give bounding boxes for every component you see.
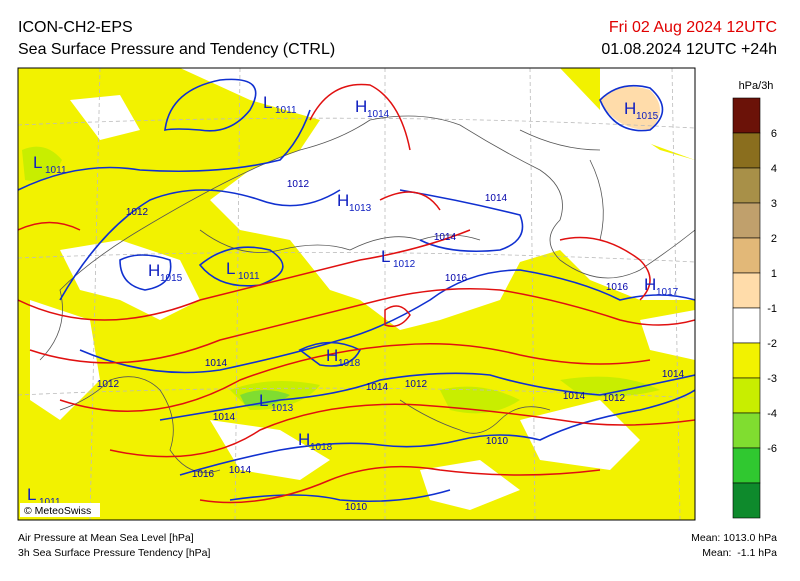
isobars [18,78,695,503]
colorbar-unit: hPa/3h [739,80,774,92]
isobar-label: 1016 [445,273,468,284]
tendency-contours [18,83,695,504]
isobar-label: 1012 [603,393,626,404]
isobar-label: 1016 [606,282,629,293]
colorbar-label: -2 [767,338,777,350]
center-pressure: 1011 [45,165,67,176]
center-pressure: 1018 [338,358,361,369]
center-letter: H [326,346,338,365]
center-letter: H [624,99,636,118]
isobar-labels: 1012 1012 1014 1014 1016 1016 1014 1014 1012 1012… [97,179,685,513]
colorbar-box [732,272,761,309]
colorbar-box [732,412,761,449]
footer-line: 3h Sea Surface Pressure Tendency [hPa] [18,547,211,559]
center-pressure: 1011 [238,271,260,282]
colorbar-box [732,307,761,344]
isobar-label: 1014 [205,358,228,369]
isobar-label: 1014 [485,193,508,204]
center-letter: L [27,485,36,504]
colorbar-box [732,167,761,204]
colorbar-label: 2 [771,233,777,245]
strong-fall-area [240,390,290,407]
colorbar-box [732,447,761,484]
center-pressure: 1013 [271,403,294,414]
colorbar-box [732,377,761,414]
copyright: © MeteoSwiss [24,505,91,517]
isobar-label: 1012 [97,379,120,390]
isobar-label: 1010 [486,436,509,447]
map-frame [17,67,696,521]
center-pressure: 1011 [275,105,297,116]
colorbar-box [732,132,761,169]
center-pressure: 1012 [393,259,416,270]
center-pressure: 1011 [39,497,61,508]
map-title: Sea Surface Pressure and Tendency (CTRL) [18,41,335,58]
center-letter: H [337,191,349,210]
isobar-label: 1010 [345,502,368,513]
colorbar-box [732,342,761,379]
isobar-label: 1014 [366,382,389,393]
colorbar-label: -4 [767,408,777,420]
center-letter: L [226,259,235,278]
center-letter: L [263,93,272,112]
isobar-label: 1014 [563,391,586,402]
isobar-label: 1014 [434,232,457,243]
center-letter: H [644,275,656,294]
model-name: ICON-CH2-EPS [18,19,133,36]
colorbar-label: 3 [771,198,777,210]
isobar-label: 1014 [662,369,685,380]
center-pressure: 1015 [636,111,659,122]
isobar-label: 1012 [126,207,149,218]
isobar-label: 1014 [213,412,236,423]
center-letter: L [33,153,42,172]
colorbar-box [732,237,761,274]
isobar-label: 1016 [192,469,215,480]
colorbar-label: 6 [771,128,777,140]
center-letter: H [355,97,367,116]
center-pressure: 1017 [656,287,679,298]
colorbar-label: -3 [767,373,777,385]
valid-time: Fri 02 Aug 2024 12UTC [609,19,777,36]
colorbar: 6 4 3 2 1 -1 -2 -3 -4 -6 [732,97,777,519]
center-letter: H [148,261,160,280]
isobar-label: 1014 [229,465,252,476]
footer-line: Air Pressure at Mean Sea Level [hPa] [18,532,194,544]
colorbar-label: -6 [767,443,777,455]
copyright-box [20,503,100,517]
graticule [18,68,695,520]
center-letter: L [259,391,268,410]
mean-pressure: Mean: 1013.0 hPa [691,532,777,544]
colorbar-box [732,97,761,134]
colorbar-label: -1 [767,303,777,315]
center-letter: L [381,247,390,266]
tendency-rise-area [600,86,660,130]
center-pressure: 1014 [367,109,390,120]
isobar-label: 1012 [405,379,428,390]
colorbar-label: 1 [771,268,777,280]
center-pressure: 1015 [160,273,183,284]
mean-tendency: Mean: -1.1 hPa [702,547,777,559]
isobar-label: 1012 [287,179,310,190]
center-letter: H [298,430,310,449]
run-time: 01.08.2024 12UTC +24h [601,41,777,58]
colorbar-box [732,202,761,239]
colorbar-label: 4 [771,163,777,175]
colorbar-box [732,482,761,519]
center-pressure: 1018 [310,442,333,453]
center-pressure: 1013 [349,203,372,214]
